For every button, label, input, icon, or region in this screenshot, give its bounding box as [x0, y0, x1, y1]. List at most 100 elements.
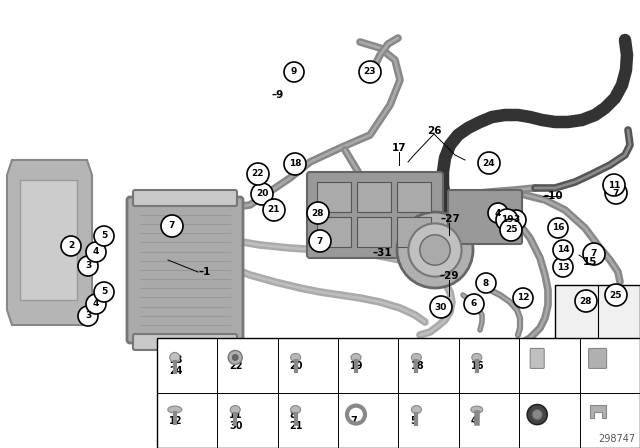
Text: 12: 12	[516, 293, 529, 302]
FancyBboxPatch shape	[317, 217, 351, 247]
FancyBboxPatch shape	[448, 190, 522, 244]
Text: 7: 7	[317, 237, 323, 246]
Circle shape	[359, 61, 381, 83]
FancyBboxPatch shape	[133, 334, 237, 350]
Circle shape	[94, 282, 114, 302]
Text: –9: –9	[272, 90, 284, 100]
Text: 2: 2	[68, 241, 74, 250]
Text: 7: 7	[169, 221, 175, 231]
Text: 3: 3	[85, 262, 91, 271]
Text: 23: 23	[364, 68, 376, 77]
Circle shape	[478, 152, 500, 174]
Text: 7: 7	[350, 416, 357, 426]
Text: 11
30: 11 30	[229, 410, 243, 431]
Circle shape	[397, 212, 473, 288]
Text: 13: 13	[592, 361, 605, 370]
Circle shape	[86, 242, 106, 262]
Text: 9: 9	[291, 68, 297, 77]
Text: 3: 3	[513, 215, 519, 224]
Text: 298747: 298747	[598, 434, 635, 444]
Circle shape	[548, 218, 568, 238]
Circle shape	[284, 153, 306, 175]
FancyBboxPatch shape	[397, 182, 431, 212]
Text: 4: 4	[471, 416, 477, 426]
Circle shape	[605, 182, 627, 204]
FancyBboxPatch shape	[127, 197, 243, 343]
Circle shape	[603, 174, 625, 196]
Circle shape	[228, 350, 242, 364]
Text: 16: 16	[552, 224, 564, 233]
Circle shape	[247, 163, 269, 185]
Text: –10: –10	[543, 191, 563, 201]
Text: 14: 14	[531, 361, 545, 370]
Bar	[555, 285, 640, 355]
Ellipse shape	[291, 405, 301, 414]
Text: 25: 25	[505, 225, 517, 234]
FancyBboxPatch shape	[530, 349, 544, 368]
FancyBboxPatch shape	[307, 172, 443, 258]
Circle shape	[527, 405, 547, 425]
Text: 4: 4	[495, 208, 501, 217]
Text: 17: 17	[392, 143, 406, 153]
Circle shape	[61, 236, 81, 256]
Polygon shape	[20, 180, 77, 300]
Circle shape	[513, 288, 533, 308]
Text: 8: 8	[483, 279, 489, 288]
Circle shape	[94, 226, 114, 246]
Text: 22: 22	[229, 361, 243, 370]
Ellipse shape	[230, 405, 240, 414]
Ellipse shape	[412, 353, 421, 362]
Ellipse shape	[472, 353, 482, 362]
Text: 26: 26	[427, 126, 441, 136]
Circle shape	[430, 296, 452, 318]
Text: 20: 20	[256, 190, 268, 198]
Text: –29: –29	[439, 271, 459, 281]
Text: 24: 24	[483, 159, 495, 168]
Text: 30: 30	[435, 302, 447, 311]
Circle shape	[532, 409, 542, 420]
Text: 21: 21	[268, 206, 280, 215]
Circle shape	[161, 215, 183, 237]
Text: 3: 3	[85, 311, 91, 320]
Circle shape	[476, 273, 496, 293]
Circle shape	[500, 219, 522, 241]
Text: –1: –1	[199, 267, 211, 277]
Text: 19: 19	[350, 361, 364, 370]
FancyBboxPatch shape	[317, 182, 351, 212]
Text: 25: 25	[610, 290, 622, 300]
Text: 13: 13	[557, 263, 569, 271]
Text: 12: 12	[169, 416, 182, 426]
Text: 18: 18	[289, 159, 301, 168]
Circle shape	[284, 62, 304, 82]
Ellipse shape	[168, 406, 182, 413]
Circle shape	[496, 209, 518, 231]
Text: 14: 14	[557, 246, 570, 254]
Text: –31: –31	[372, 248, 392, 258]
Polygon shape	[7, 160, 92, 325]
Circle shape	[408, 224, 461, 276]
Text: 4: 4	[93, 247, 99, 257]
Text: 20: 20	[290, 361, 303, 370]
Circle shape	[553, 240, 573, 260]
Text: 23
24: 23 24	[169, 355, 182, 376]
FancyBboxPatch shape	[357, 217, 391, 247]
Text: 5: 5	[410, 416, 417, 426]
Text: 18: 18	[410, 361, 424, 370]
Text: 15: 15	[583, 257, 597, 267]
FancyBboxPatch shape	[357, 182, 391, 212]
Circle shape	[464, 294, 484, 314]
Text: 5: 5	[101, 232, 107, 241]
Text: 4: 4	[93, 300, 99, 309]
Polygon shape	[589, 405, 605, 418]
Ellipse shape	[412, 405, 421, 414]
FancyBboxPatch shape	[589, 349, 607, 368]
Circle shape	[309, 230, 331, 252]
Ellipse shape	[291, 353, 301, 362]
Text: 16: 16	[471, 361, 484, 370]
Circle shape	[605, 284, 627, 306]
Text: 7: 7	[591, 250, 597, 258]
FancyBboxPatch shape	[397, 217, 431, 247]
Text: 22: 22	[252, 169, 264, 178]
Ellipse shape	[351, 353, 361, 362]
Ellipse shape	[471, 406, 483, 413]
